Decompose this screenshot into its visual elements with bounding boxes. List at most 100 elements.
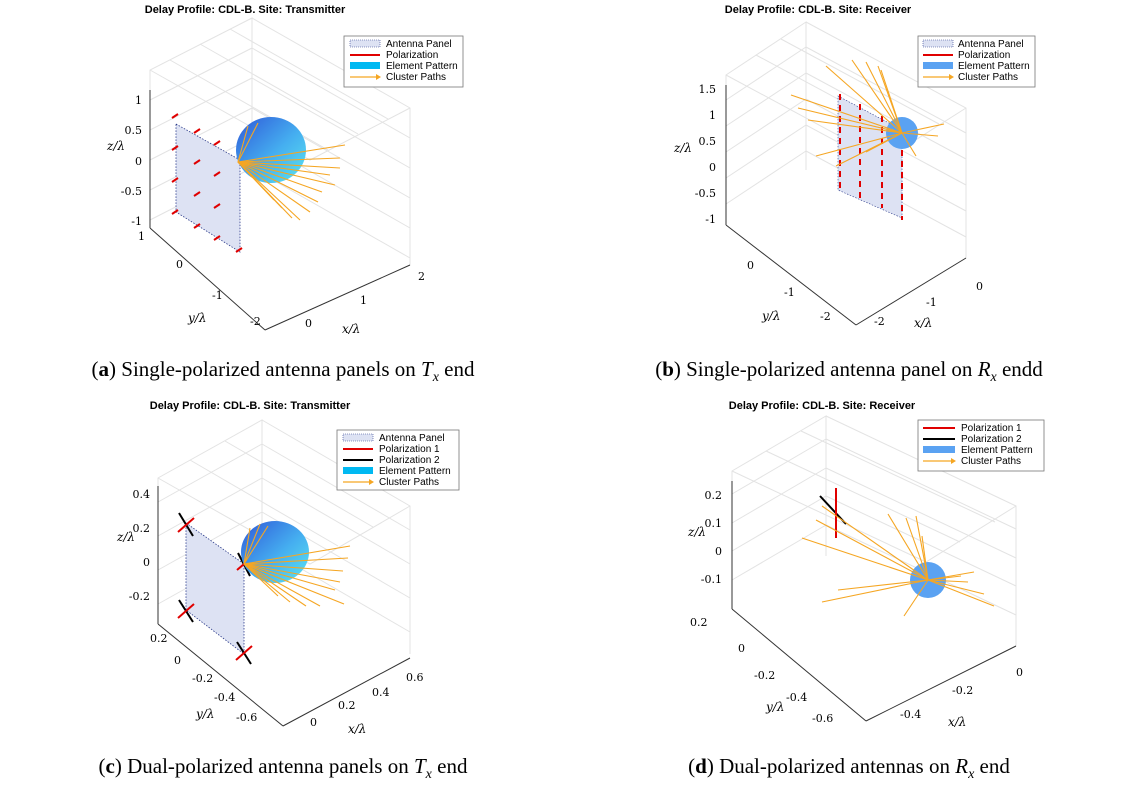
polarization-markers [171,113,243,253]
svg-text:1: 1 [138,230,145,243]
svg-text:0: 0 [305,317,312,330]
svg-text:Cluster Paths: Cluster Paths [958,72,1018,83]
axes-frame [731,481,1017,722]
svg-text:-1: -1 [784,286,795,299]
svg-text:Polarization: Polarization [958,50,1010,61]
plot-title: Delay Profile: CDL-B. Site: Receiver [729,400,916,412]
z-axis-label: z/λ [673,141,692,155]
y-axis-label: y/λ [761,309,780,323]
y-axis-label: y/λ [187,311,206,325]
svg-text:0.4: 0.4 [372,686,390,699]
svg-text:-0.5: -0.5 [121,185,142,198]
svg-text:-0.6: -0.6 [236,711,257,724]
svg-text:1.5: 1.5 [699,83,717,96]
z-ticks: 1 0.5 0 -0.5 -1 [121,94,142,228]
plot-b: Delay Profile: CDL-B. Site: Receiver [673,4,1036,330]
svg-text:Element Pattern: Element Pattern [961,445,1033,456]
svg-text:Antenna Panel: Antenna Panel [379,433,445,444]
plot-c: Delay Profile: CDL-B. Site: Transmitter [116,400,460,736]
figure-panel-c: Delay Profile: CDL-B. Site: Transmitter [0,396,566,791]
antenna-panel [175,123,241,253]
x-axis-label: x/λ [348,722,366,736]
svg-text:0.5: 0.5 [699,135,717,148]
svg-text:-1: -1 [131,215,142,228]
polarization-cross [819,488,847,538]
svg-text:0.2: 0.2 [690,616,708,629]
svg-text:-0.5: -0.5 [695,187,716,200]
svg-text:Cluster Paths: Cluster Paths [379,477,439,488]
svg-text:-2: -2 [250,315,261,328]
svg-text:-0.4: -0.4 [900,708,921,721]
x-axis-label: x/λ [948,715,966,729]
svg-text:-1: -1 [705,213,716,226]
caption-a: (a) Single-polarized antenna panels on T… [91,357,475,386]
svg-text:-0.4: -0.4 [786,691,807,704]
x-ticks: 0 1 2 [305,270,425,330]
legend: Antenna Panel Polarization Element Patte… [343,35,464,88]
svg-text:0: 0 [143,556,150,569]
y-ticks: 0.2 0 -0.2 -0.4 -0.6 [150,632,257,724]
y-axis-label: y/λ [765,700,784,714]
svg-text:1: 1 [709,109,716,122]
svg-text:0.1: 0.1 [705,517,723,530]
svg-text:Element Pattern: Element Pattern [958,61,1030,72]
svg-text:Polarization 2: Polarization 2 [379,455,440,466]
svg-text:-0.2: -0.2 [129,590,150,603]
axes-frame [149,90,411,331]
svg-text:Cluster Paths: Cluster Paths [961,456,1021,467]
y-ticks: 0 -1 -2 [747,259,831,323]
svg-text:Antenna Panel: Antenna Panel [386,39,452,50]
plot-title: Delay Profile: CDL-B. Site: Transmitter [150,400,351,412]
svg-text:-0.2: -0.2 [192,672,213,685]
svg-text:Antenna Panel: Antenna Panel [958,39,1024,50]
x-ticks: 0 0.2 0.4 0.6 [310,671,424,729]
svg-text:0: 0 [709,161,716,174]
element-pattern-sphere [236,117,306,183]
figure-panel-d: Delay Profile: CDL-B. Site: Receiver [566,396,1132,791]
cluster-paths [243,523,351,607]
svg-text:-0.2: -0.2 [754,669,775,682]
legend: Polarization 1 Polarization 2 Element Pa… [917,419,1045,472]
figure-panel-b: Delay Profile: CDL-B. Site: Receiver [566,0,1132,395]
axes-frame [157,486,411,727]
y-ticks: 1 0 -1 -2 [138,230,261,328]
plot-d: Delay Profile: CDL-B. Site: Receiver [687,400,1045,729]
z-ticks: 0.4 0.2 0 -0.2 [129,488,150,603]
caption-b: (b) Single-polarized antenna panel on Rx… [655,357,1043,386]
svg-text:0.2: 0.2 [338,699,356,712]
z-axis-label: z/λ [116,530,135,544]
x-axis-label: x/λ [342,322,360,336]
svg-text:-0.2: -0.2 [952,684,973,697]
svg-text:-0.1: -0.1 [701,573,722,586]
caption-c: (c) Dual-polarized antenna panels on Tx … [98,754,468,783]
axes-frame [725,85,967,326]
svg-text:0.2: 0.2 [133,522,151,535]
svg-text:1: 1 [135,94,142,107]
y-ticks: 0.2 0 -0.2 -0.4 -0.6 [690,616,833,725]
axes-box [149,17,411,265]
svg-text:0: 0 [135,155,142,168]
plot-title: Delay Profile: CDL-B. Site: Transmitter [145,4,346,16]
svg-text:1: 1 [360,294,367,307]
plot-title: Delay Profile: CDL-B. Site: Receiver [725,4,912,16]
plot-a: Delay Profile: CDL-B. Site: Transmitter [106,4,464,336]
cluster-paths [237,122,346,221]
svg-text:Polarization 2: Polarization 2 [961,434,1022,445]
svg-text:0: 0 [1016,666,1023,679]
z-ticks: 0.2 0.1 0 -0.1 [701,489,722,586]
svg-text:-1: -1 [926,296,937,309]
svg-text:0.5: 0.5 [125,124,143,137]
svg-text:0: 0 [310,716,317,729]
svg-text:Polarization 1: Polarization 1 [961,423,1022,434]
svg-text:2: 2 [418,270,425,283]
caption-d: (d) Dual-polarized antennas on Rx end [688,754,1010,783]
svg-text:Element Pattern: Element Pattern [379,466,451,477]
figure-panel-a: Delay Profile: CDL-B. Site: Transmitter [0,0,566,395]
z-axis-label: z/λ [106,139,125,153]
axes-box [731,415,1017,646]
svg-text:Polarization 1: Polarization 1 [379,444,440,455]
cluster-paths [801,505,995,617]
svg-text:Polarization: Polarization [386,50,438,61]
svg-text:0: 0 [715,545,722,558]
x-axis-label: x/λ [914,316,932,330]
